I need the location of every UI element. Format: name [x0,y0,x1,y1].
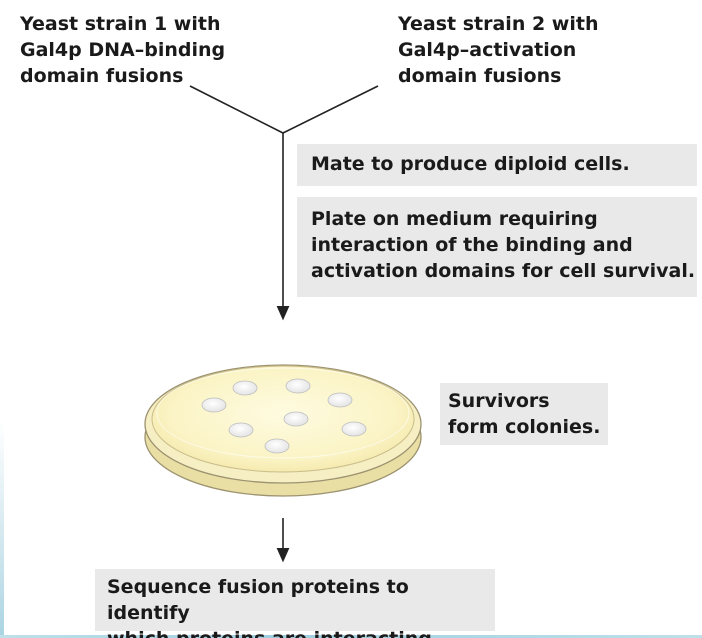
petri-dish-icon [144,364,422,497]
strain-1-label: Yeast strain 1 with Gal4p DNA–binding do… [20,13,226,87]
colony-icon [341,421,367,437]
colony-icon [201,397,227,413]
strain-2-label: Yeast strain 2 with Gal4p–activation dom… [398,13,599,87]
colony-icon [232,380,258,396]
merge-line-left [189,85,284,134]
sequence-step-box: Sequence fusion proteins to identify whi… [95,569,495,638]
mate-step-box: Mate to produce diploid cells. [297,144,697,186]
survivors-label-box: Survivors form colonies. [440,383,608,445]
left-edge-decoration [0,420,4,638]
colony-icon [264,438,290,454]
merge-line-right [282,85,379,134]
colony-icon [283,411,309,427]
plate-step-box: Plate on medium requiring interaction of… [297,197,697,297]
bottom-edge-decoration [0,635,702,638]
colony-group [201,378,367,454]
colony-icon [285,378,311,394]
colony-icon [327,392,353,408]
colony-icon [228,422,254,438]
